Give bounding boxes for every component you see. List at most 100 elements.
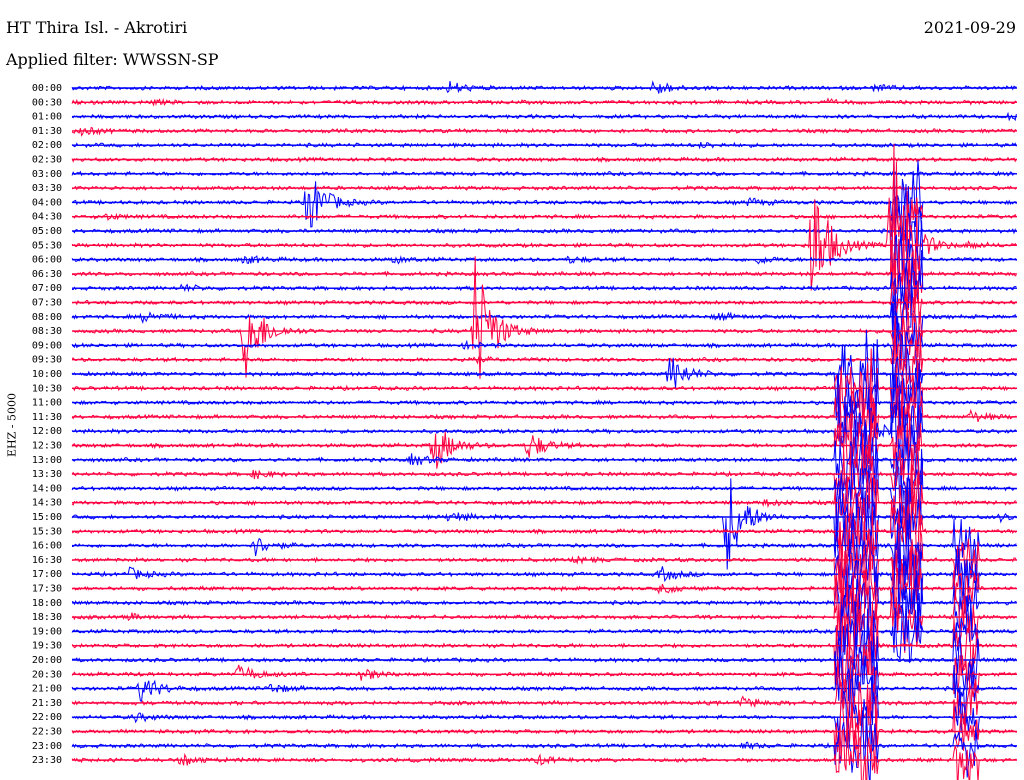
row-time-label: 05:00 (32, 226, 62, 237)
row-time-label: 16:30 (32, 555, 62, 566)
row-time-label: 01:30 (32, 126, 62, 137)
row-time-label: 09:30 (32, 355, 62, 366)
row-time-label: 08:30 (32, 326, 62, 337)
row-time-label: 03:00 (32, 169, 62, 180)
trace-row: 01:00 (32, 112, 1017, 123)
row-time-label: 01:00 (32, 112, 62, 123)
row-time-label: 05:30 (32, 240, 62, 251)
trace-row: 16:00 (32, 513, 1017, 583)
trace-row: 18:00 (32, 570, 1017, 641)
filter-label: Applied filter: WWSSN-SP (6, 50, 219, 69)
trace-row: 13:00 (32, 419, 1017, 497)
trace-row: 14:30 (32, 464, 1017, 537)
row-time-label: 07:30 (32, 298, 62, 309)
row-time-label: 09:00 (32, 340, 62, 351)
row-time-label: 22:30 (32, 727, 62, 738)
row-time-label: 11:30 (32, 412, 62, 423)
row-time-label: 19:00 (32, 626, 62, 637)
row-time-label: 17:30 (32, 584, 62, 595)
trace-row: 05:00 (32, 195, 1017, 263)
row-time-label: 23:30 (32, 755, 62, 766)
trace-line (71, 238, 1017, 307)
trace-row: 22:30 (32, 688, 1017, 774)
row-time-label: 08:00 (32, 312, 62, 323)
row-time-label: 22:00 (32, 712, 62, 723)
trace-row: 21:30 (32, 667, 1017, 740)
row-time-label: 04:00 (32, 197, 62, 208)
trace-row: 09:00 (32, 310, 1017, 373)
trace-row: 15:30 (32, 496, 1017, 570)
trace-row: 07:30 (32, 279, 1017, 339)
trace-row: 09:30 (32, 315, 1017, 403)
trace-row: 08:00 (32, 285, 1017, 349)
trace-row: 03:30 (32, 183, 1017, 194)
trace-row: 01:30 (32, 126, 1017, 137)
trace-row: 00:30 (32, 97, 1017, 108)
row-time-label: 06:30 (32, 269, 62, 280)
row-time-label: 21:00 (32, 684, 62, 695)
station-title: HT Thira Isl. - Akrotiri (6, 18, 188, 37)
trace-row: 19:30 (32, 609, 1017, 685)
row-time-label: 04:30 (32, 212, 62, 223)
trace-row: 07:00 (32, 250, 1017, 325)
row-time-label: 20:00 (32, 655, 62, 666)
trace-row: 03:00 (32, 169, 1017, 180)
trace-row: 05:30 (32, 143, 1017, 331)
row-time-label: 15:00 (32, 512, 62, 523)
row-time-label: 03:30 (32, 183, 62, 194)
row-time-label: 14:30 (32, 498, 62, 509)
trace-line (71, 285, 1017, 349)
row-time-label: 18:00 (32, 598, 62, 609)
row-time-label: 17:00 (32, 569, 62, 580)
row-time-label: 07:00 (32, 283, 62, 294)
trace-row: 02:00 (32, 140, 1017, 151)
trace-line (71, 97, 1017, 107)
trace-row: 20:00 (32, 623, 1017, 702)
trace-row: 15:00 (32, 477, 1017, 570)
row-time-label: 13:30 (32, 469, 62, 480)
trace-row: 12:30 (32, 403, 1017, 479)
trace-row: 20:30 (32, 639, 1017, 702)
trace-row: 14:00 (32, 448, 1017, 533)
row-time-label: 12:30 (32, 441, 62, 452)
row-time-label: 19:30 (32, 641, 62, 652)
row-time-label: 00:30 (32, 97, 62, 108)
row-time-label: 11:00 (32, 398, 62, 409)
trace-line (71, 310, 1017, 373)
row-time-label: 02:00 (32, 140, 62, 151)
trace-line (71, 195, 1017, 263)
row-time-label: 23:00 (32, 741, 62, 752)
row-time-label: 10:00 (32, 369, 62, 380)
trace-row: 06:30 (32, 238, 1017, 307)
row-time-label: 16:00 (32, 541, 62, 552)
row-time-label: 06:00 (32, 255, 62, 266)
row-time-label: 00:00 (32, 83, 62, 94)
trace-row: 00:00 (32, 80, 1017, 94)
trace-line (71, 330, 1017, 411)
trace-line (71, 707, 1017, 780)
trace-row: 04:00 (32, 158, 1017, 242)
row-time-label: 02:30 (32, 155, 62, 166)
trace-row: 10:00 (32, 330, 1017, 411)
trace-line (71, 197, 1017, 242)
trace-row: 23:30 (32, 717, 1017, 780)
date-label: 2021-09-29 (923, 18, 1016, 37)
row-time-label: 13:00 (32, 455, 62, 466)
row-time-label: 20:30 (32, 669, 62, 680)
trace-line (71, 403, 1017, 479)
trace-line (71, 250, 1017, 325)
trace-row: 13:30 (32, 432, 1017, 505)
trace-row: 06:00 (32, 220, 1017, 290)
row-time-label: 21:30 (32, 698, 62, 709)
trace-row: 08:30 (32, 256, 1017, 379)
row-time-label: 14:00 (32, 483, 62, 494)
row-time-label: 10:30 (32, 383, 62, 394)
trace-row: 04:30 (32, 197, 1017, 242)
trace-row: 23:00 (32, 707, 1017, 780)
row-time-label: 18:30 (32, 612, 62, 623)
row-time-label: 15:30 (32, 526, 62, 537)
row-time-label: 12:00 (32, 426, 62, 437)
trace-row: 02:30 (32, 155, 1017, 166)
